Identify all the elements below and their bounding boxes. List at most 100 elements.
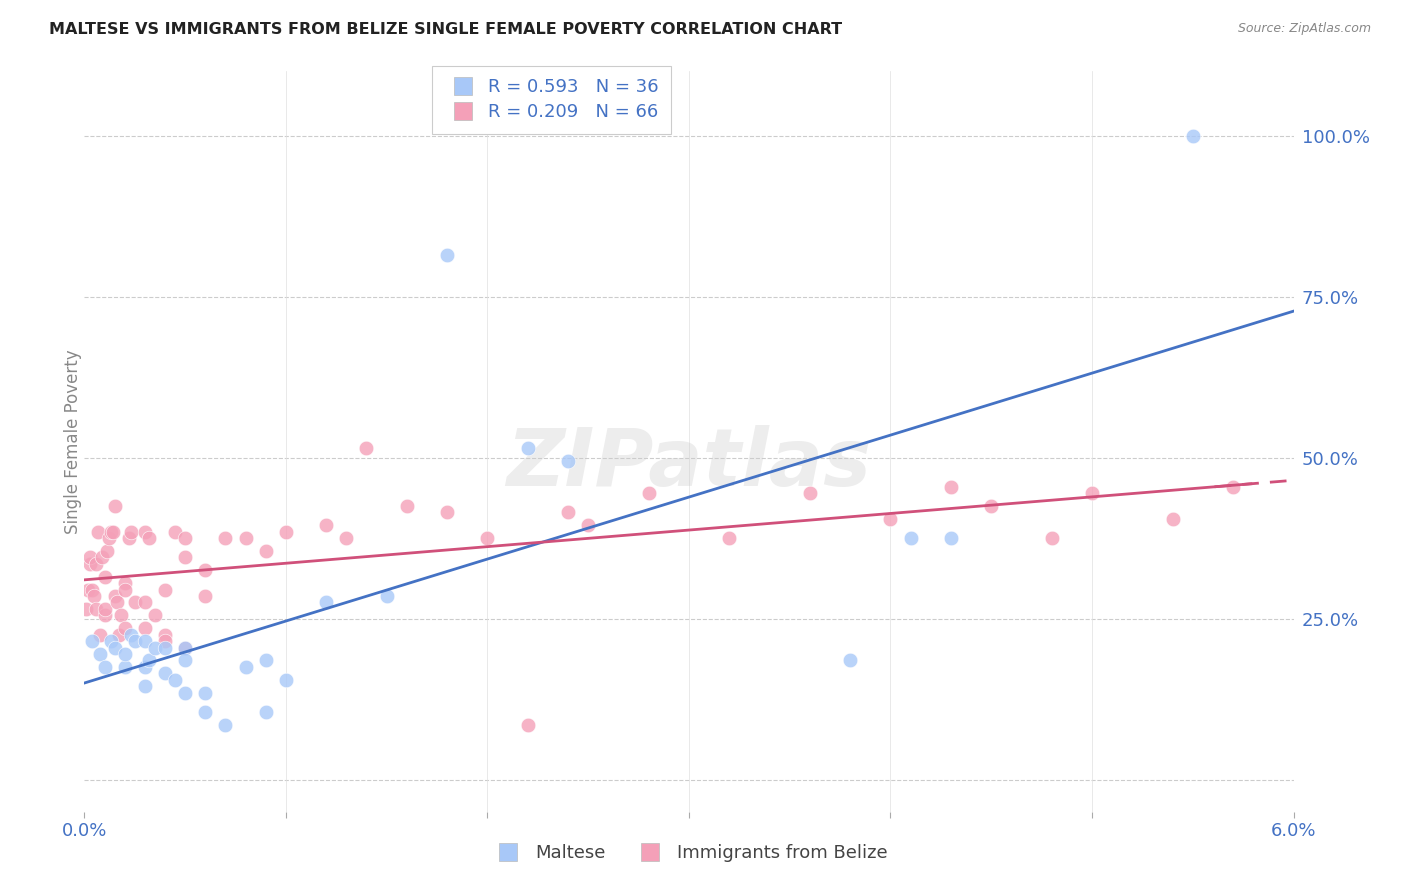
Point [93, 660, 115, 674]
Point [79, 557, 101, 571]
Point [143, 640, 166, 655]
Point [174, 653, 197, 667]
Point [100, 524, 122, 539]
Point [839, 653, 862, 667]
Point [194, 563, 217, 577]
Point [174, 685, 197, 699]
Point [124, 595, 146, 609]
Point [174, 550, 197, 565]
Point [939, 480, 962, 494]
Point [134, 634, 156, 648]
Text: MALTESE VS IMMIGRANTS FROM BELIZE SINGLE FEMALE POVERTY CORRELATION CHART: MALTESE VS IMMIGRANTS FROM BELIZE SINGLE… [49, 22, 842, 37]
Point [939, 531, 962, 545]
Point [114, 576, 136, 591]
Point [557, 505, 579, 519]
Point [114, 647, 136, 661]
Point [87, 524, 110, 539]
Point [86, 557, 108, 571]
Point [516, 441, 538, 455]
Point [100, 634, 122, 648]
Point [82, 634, 104, 648]
Point [134, 660, 156, 674]
Point [153, 640, 176, 655]
Point [89, 628, 111, 642]
Point [516, 718, 538, 732]
Point [254, 705, 277, 719]
Point [274, 524, 297, 539]
Text: Source: ZipAtlas.com: Source: ZipAtlas.com [1237, 22, 1371, 36]
Point [120, 628, 142, 642]
Point [194, 589, 217, 603]
Point [91, 550, 114, 565]
Point [79, 550, 101, 565]
Point [105, 595, 128, 609]
Point [315, 595, 337, 609]
Point [110, 608, 132, 623]
Point [174, 531, 197, 545]
Point [134, 621, 156, 635]
Point [214, 718, 236, 732]
Point [1181, 128, 1204, 143]
Point [104, 589, 127, 603]
Legend: Maltese, Immigrants from Belize: Maltese, Immigrants from Belize [482, 837, 896, 870]
Point [120, 524, 142, 539]
Point [77, 582, 100, 597]
Point [174, 640, 197, 655]
Point [104, 499, 127, 513]
Point [134, 524, 156, 539]
Point [114, 660, 136, 674]
Point [799, 486, 821, 500]
Point [97, 531, 120, 545]
Point [107, 628, 129, 642]
Point [153, 628, 176, 642]
Point [93, 608, 115, 623]
Point [75, 602, 97, 616]
Point [315, 518, 337, 533]
Point [214, 531, 236, 545]
Point [86, 602, 108, 616]
Point [718, 531, 741, 545]
Point [89, 647, 111, 661]
Point [254, 653, 277, 667]
Point [96, 544, 118, 558]
Point [143, 608, 166, 623]
Point [153, 666, 176, 681]
Point [134, 679, 156, 693]
Point [1081, 486, 1104, 500]
Point [436, 505, 458, 519]
Point [124, 634, 146, 648]
Point [134, 595, 156, 609]
Point [1040, 531, 1063, 545]
Point [274, 673, 297, 687]
Point [477, 531, 499, 545]
Point [153, 634, 176, 648]
Point [165, 524, 187, 539]
Point [138, 653, 160, 667]
Point [254, 544, 277, 558]
Point [637, 486, 659, 500]
Point [375, 589, 398, 603]
Point [83, 589, 105, 603]
Point [82, 582, 104, 597]
Point [153, 582, 176, 597]
Point [436, 248, 458, 262]
Point [114, 582, 136, 597]
Point [104, 640, 127, 655]
Point [1222, 480, 1244, 494]
Point [335, 531, 357, 545]
Point [900, 531, 922, 545]
Text: ZIPatlas: ZIPatlas [506, 425, 872, 503]
Point [118, 531, 141, 545]
Point [235, 660, 257, 674]
Point [165, 673, 187, 687]
Point [576, 518, 599, 533]
Y-axis label: Single Female Poverty: Single Female Poverty [65, 350, 82, 533]
Point [356, 441, 378, 455]
Point [980, 499, 1002, 513]
Point [194, 705, 217, 719]
Point [93, 570, 115, 584]
Point [194, 685, 217, 699]
Point [93, 602, 115, 616]
Point [138, 531, 160, 545]
Point [174, 640, 197, 655]
